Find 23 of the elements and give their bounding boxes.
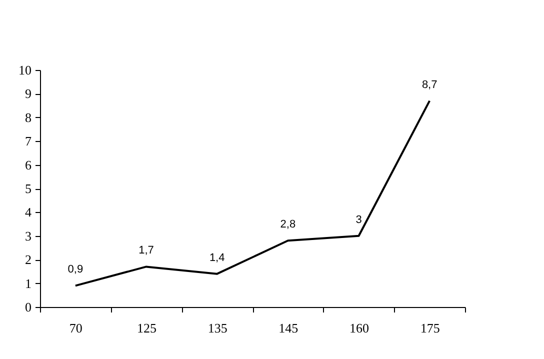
x-tick-label: 160: [350, 320, 369, 336]
data-label: 0,9: [68, 264, 84, 276]
y-tick-label: 0: [25, 300, 32, 314]
y-tick-label: 2: [25, 252, 32, 268]
x-tick-label: 125: [137, 320, 156, 336]
y-tick-label: 7: [25, 134, 32, 149]
x-tick-label: 175: [420, 320, 440, 336]
y-tick-label: 8: [25, 110, 32, 125]
y-tick-label: 9: [25, 86, 32, 102]
y-tick-label: 3: [25, 228, 32, 244]
y-tick-label: 1: [25, 276, 32, 291]
x-tick-label: 145: [278, 320, 298, 336]
data-label: 3: [356, 214, 362, 226]
y-tick-label: 6: [25, 157, 32, 172]
data-label: 2,8: [280, 218, 296, 231]
y-tick-label: 4: [25, 204, 32, 220]
y-tick-label: 5: [25, 181, 32, 196]
y-tick-label: 10: [18, 62, 32, 78]
x-tick-label: 135: [208, 320, 228, 336]
data-label: 8,7: [422, 78, 438, 91]
data-label: 1,4: [209, 252, 225, 264]
x-tick-label: 70: [69, 320, 82, 336]
data-label: 1,7: [138, 244, 154, 257]
